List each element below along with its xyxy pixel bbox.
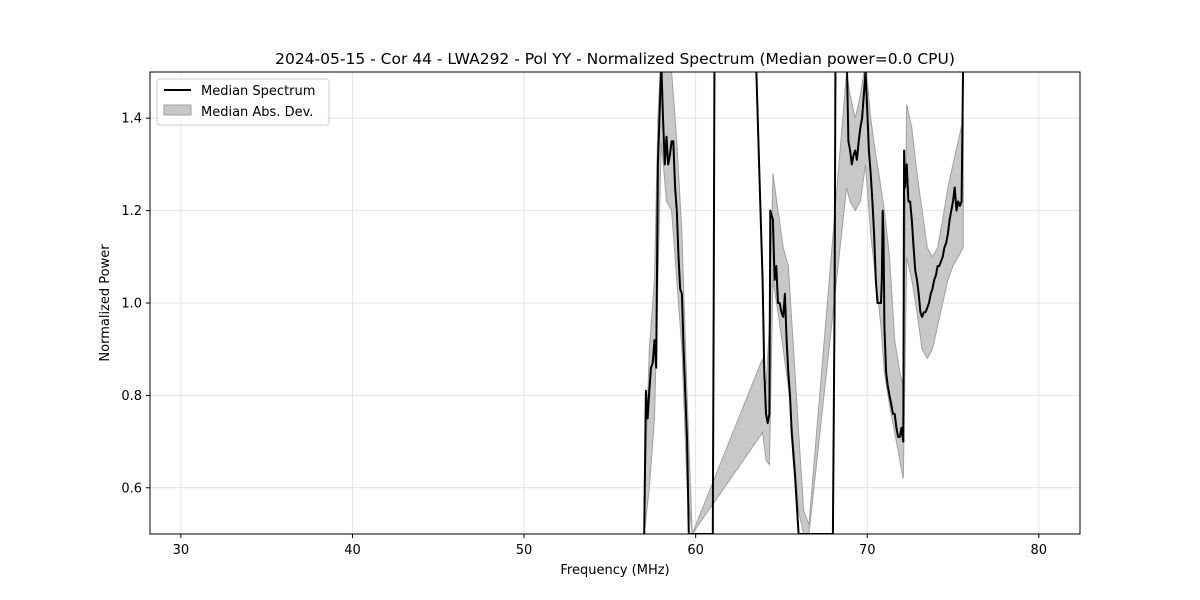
x-tick-label: 40	[344, 543, 361, 558]
legend-label-median-abs-dev: Median Abs. Dev.	[201, 105, 313, 120]
x-axis-label: Frequency (MHz)	[560, 563, 669, 578]
y-tick-label: 0.6	[121, 481, 142, 496]
y-tick-label: 1.2	[121, 204, 142, 219]
legend-box	[156, 78, 330, 126]
legend: Median Spectrum Median Abs. Dev.	[156, 78, 330, 126]
median-abs-dev-band	[643, 72, 964, 534]
band-area	[643, 72, 964, 534]
x-tick-label: 70	[859, 543, 876, 558]
chart-title: 2024-05-15 - Cor 44 - LWA292 - Pol YY - …	[275, 50, 955, 68]
x-axis-ticks: 30 40 50 60 70 80	[173, 534, 1047, 558]
y-tick-label: 0.8	[121, 389, 142, 404]
legend-label-median-spectrum: Median Spectrum	[201, 84, 315, 99]
x-tick-label: 60	[687, 543, 704, 558]
x-tick-label: 30	[173, 543, 190, 558]
series-line	[643, 72, 965, 534]
legend-band-swatch	[163, 104, 192, 116]
x-tick-label: 80	[1031, 543, 1048, 558]
y-axis-label: Normalized Power	[98, 244, 113, 362]
y-tick-label: 1.4	[121, 112, 142, 127]
y-axis-ticks: 0.6 0.8 1.0 1.2 1.4	[121, 112, 150, 496]
y-tick-label: 1.0	[121, 297, 142, 312]
median-spectrum-line	[643, 72, 965, 534]
x-tick-label: 50	[516, 543, 533, 558]
